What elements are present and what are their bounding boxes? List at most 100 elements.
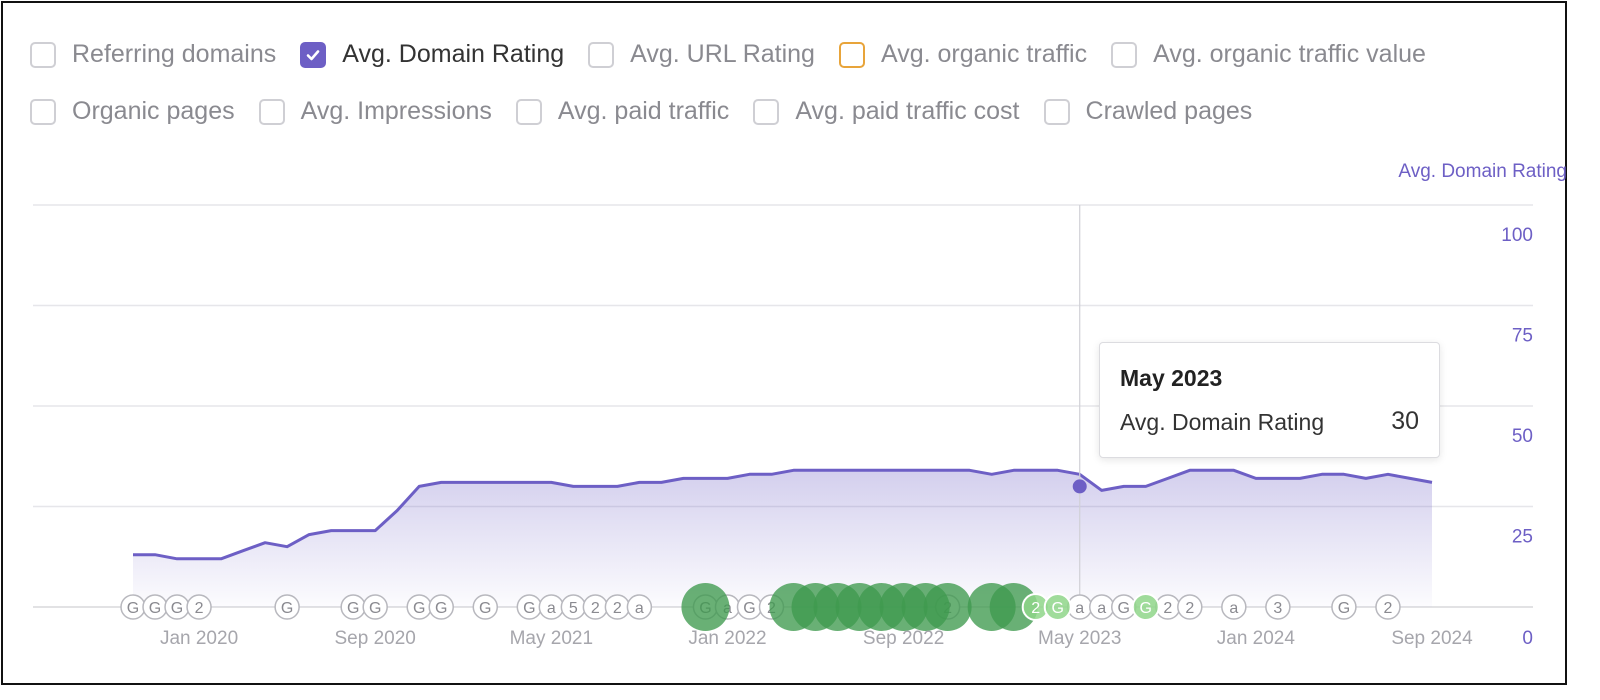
event-badge [1375,594,1401,620]
event-badge-label: 5 [569,600,578,617]
event-badge [186,594,212,620]
x-tick-label: Sep 2022 [863,628,944,649]
y-tick-label: 75 [1512,326,1533,347]
metric-selector-row-2: Organic pages Avg. Impressions Avg. paid t… [30,97,1276,126]
event-badge-label: a [547,600,556,617]
metric-label: Avg. organic traffic [880,40,1088,68]
metric-avg-paid-traffic[interactable]: Avg. paid traffic [515,97,730,126]
update-bubble [923,583,972,631]
event-badge [428,594,454,620]
metric-avg-organic-traffic[interactable]: Avg. organic traffic [838,40,1088,69]
metric-label: Organic pages [72,97,235,125]
checkbox[interactable] [515,98,542,125]
metric-avg-domain-rating[interactable]: Avg. Domain Rating [300,40,564,69]
update-bubble-small [1043,593,1072,621]
event-badge [1221,594,1247,620]
event-badge-label: a [1075,600,1084,617]
metric-avg-paid-traffic-cost[interactable]: Avg. paid traffic cost [753,97,1020,126]
metric-label: Avg. URL Rating [630,40,815,68]
event-badge-label: a [1229,600,1238,617]
checkbox[interactable] [1043,98,1070,125]
x-tick-label: Sep 2020 [335,628,416,649]
event-badge-label: G [743,600,755,617]
metric-referring-domains[interactable]: Referring domains [30,40,276,69]
x-tick-label: May 2023 [1038,628,1121,649]
y-tick-label: 0 [1522,628,1533,649]
tooltip-title: May 2023 [1120,365,1223,391]
y-tick-label: 100 [1501,225,1533,246]
checkbox[interactable] [588,41,615,68]
checkbox[interactable] [258,98,285,125]
event-badge [472,594,499,620]
event-badge-label: 2 [591,600,600,617]
metric-label: Avg. Impressions [300,97,492,125]
x-tick-label: Sep 2024 [1391,628,1473,649]
hover-point [1072,479,1087,494]
event-badge-label: G [369,600,381,617]
event-badge [1331,594,1357,620]
y-axis-title: Avg. Domain Rating [1398,161,1567,182]
chart-tooltip: May 2023 Avg. Domain Rating 30 [1099,342,1440,458]
update-bubble [681,583,730,631]
event-badge [1265,594,1291,620]
event-badge-label: G [413,600,425,617]
event-badge [274,594,300,620]
checkbox[interactable] [300,41,327,68]
metric-label: Avg. paid traffic [557,97,730,125]
checkbox[interactable] [838,41,865,68]
event-badge-label: G [1338,600,1350,617]
event-badge-label: a [1097,600,1106,617]
x-tick-label: May 2021 [510,628,593,649]
series-area [133,470,1432,607]
update-badge-label: G [1051,600,1063,617]
metric-avg-organic-traffic-value[interactable]: Avg. organic traffic value [1111,40,1426,69]
metric-label: Avg. Domain Rating [342,40,565,68]
update-badge-label: G [1140,600,1152,617]
tooltip-metric-value: 30 [1391,407,1419,435]
x-tick-label: Jan 2024 [1217,628,1296,649]
event-badge-label: G [347,600,359,617]
metric-label: Avg. organic traffic value [1153,40,1426,68]
metric-crawled-pages[interactable]: Crawled pages [1043,97,1253,126]
event-badge-label: G [523,600,535,617]
checkbox[interactable] [30,41,56,68]
event-badge-label: G [127,600,139,617]
event-badge-label: 2 [1384,600,1393,617]
series-line-avg-domain-rating [133,468,1433,561]
x-tick-label: Jan 2020 [160,628,238,649]
x-tick-label: Jan 2022 [688,628,766,649]
metric-selector-row-1: Referring domains Avg. Domain Rating Avg. … [30,40,1450,69]
check-icon [306,49,320,60]
event-badge-label: G [149,600,161,617]
event-badge-label: 2 [1163,600,1172,617]
event-badge-label: G [1118,600,1130,617]
event-badge-label: 3 [1273,600,1282,617]
checkbox[interactable] [753,98,780,125]
event-badge-label: G [171,600,183,617]
update-bubble-small [1131,593,1160,621]
event-badge-label: a [635,600,644,617]
update-badge-label: 2 [1031,600,1040,617]
event-badge [626,594,653,620]
update-bubble [989,583,1038,631]
y-tick-label: 50 [1512,426,1533,447]
event-badge-label: 2 [613,600,622,617]
checkbox[interactable] [1111,41,1138,68]
event-badge-label: G [479,600,491,617]
event-badge-label: 2 [195,600,204,617]
event-badge [1177,594,1203,620]
event-badge-label: G [435,600,447,617]
metric-organic-pages[interactable]: Organic pages [30,97,235,126]
tooltip-metric-label: Avg. Domain Rating [1120,409,1325,435]
event-badge [362,594,388,620]
event-badge-label: 2 [1185,600,1194,617]
metric-avg-impressions[interactable]: Avg. Impressions [258,97,492,126]
event-badge-label: G [281,600,293,617]
y-tick-label: 25 [1512,527,1533,548]
metric-label: Referring domains [72,40,277,68]
metric-label: Crawled pages [1085,97,1253,125]
metric-label: Avg. paid traffic cost [795,97,1020,125]
metric-avg-url-rating[interactable]: Avg. URL Rating [588,40,815,69]
checkbox[interactable] [30,98,56,125]
